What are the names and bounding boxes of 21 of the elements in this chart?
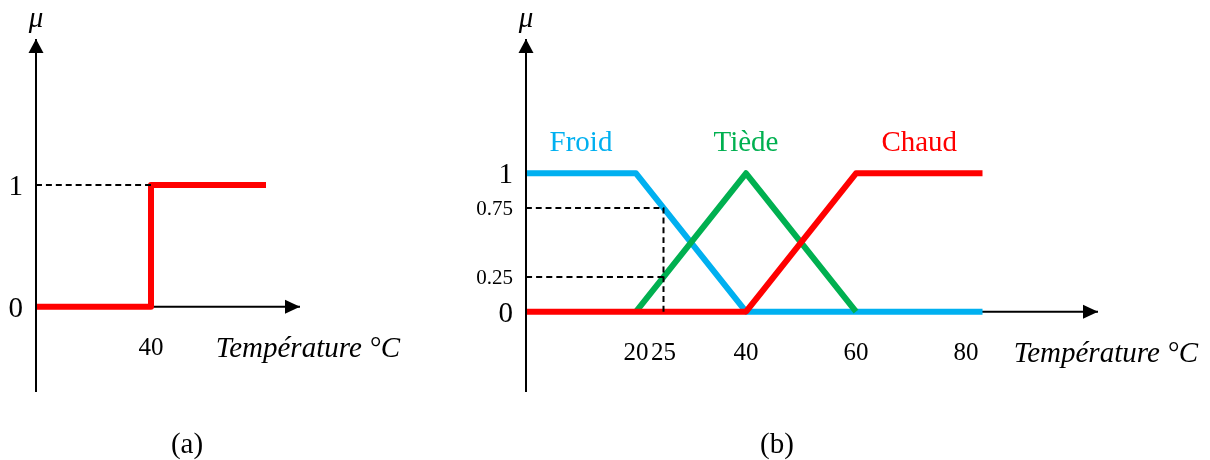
y-tick-label: 0.75 — [476, 195, 513, 220]
x-tick-label: 80 — [953, 338, 979, 366]
series-label: Froid — [549, 125, 613, 158]
x-tick-label: 40 — [733, 338, 759, 366]
x-axis-title: Température °C — [215, 330, 401, 363]
series-label: Tiède — [713, 125, 779, 158]
y-tick-label: 0 — [498, 295, 513, 328]
x-tick-label: 40 — [138, 333, 164, 361]
series-label: Chaud — [881, 125, 958, 158]
y-axis-title: μ — [27, 1, 44, 33]
y-tick-label: 0.25 — [476, 265, 513, 290]
x-tick-label: 25 — [651, 338, 676, 366]
y-tick-label: 0 — [8, 290, 23, 323]
y-tick-label: 1 — [498, 157, 513, 190]
text: (a) — [170, 427, 204, 460]
x-tick-label: 20 — [623, 338, 649, 366]
y-axis-title: μ — [517, 1, 534, 33]
y-tick-label: 1 — [8, 169, 23, 202]
text: (b) — [760, 427, 794, 460]
x-axis-title: Température °C — [1013, 335, 1199, 368]
x-tick-label: 60 — [843, 338, 869, 366]
